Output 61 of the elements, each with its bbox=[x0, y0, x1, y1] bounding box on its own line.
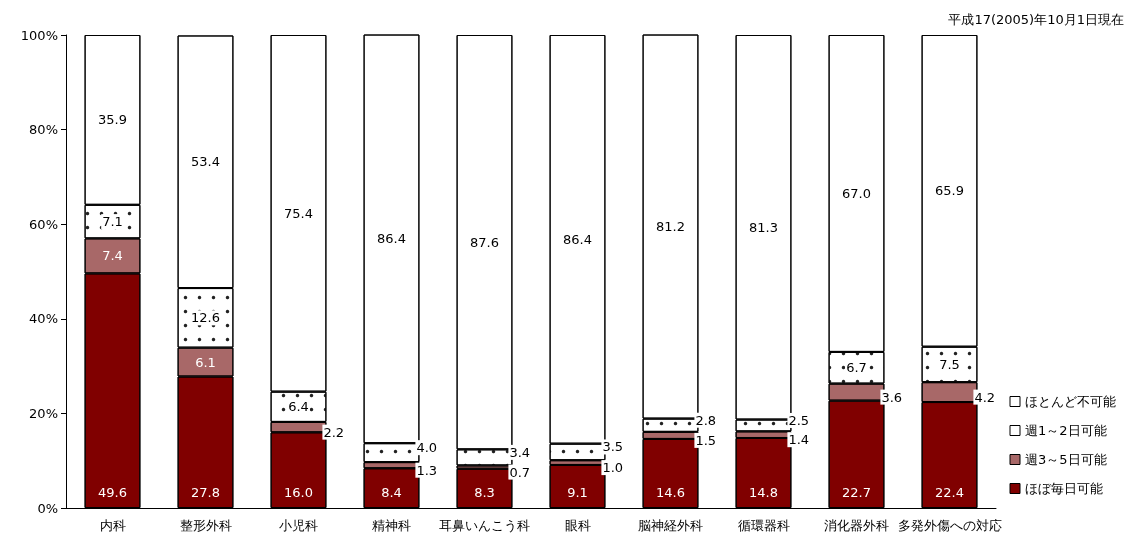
data-label: 22.7 bbox=[842, 485, 871, 500]
x-tick-label: 循環器科 bbox=[737, 517, 790, 533]
x-tick-label: 小児科 bbox=[279, 517, 318, 533]
data-label: 3.6 bbox=[881, 389, 903, 405]
x-tick-label: 脳神経外科 bbox=[638, 517, 703, 533]
data-label: 2.2 bbox=[323, 424, 345, 440]
data-label: 35.9 bbox=[98, 112, 127, 128]
data-label: 75.4 bbox=[284, 205, 313, 221]
legend-label: ほぼ毎日可能 bbox=[1025, 481, 1103, 496]
data-label: 1.4 bbox=[788, 432, 810, 448]
data-label: 6.1 bbox=[195, 354, 216, 370]
data-label: 7.1 bbox=[102, 214, 123, 230]
data-label: 16.0 bbox=[284, 485, 313, 500]
data-label: 53.4 bbox=[191, 154, 220, 170]
data-label: 7.4 bbox=[102, 248, 123, 264]
y-tick-label: 40% bbox=[29, 311, 58, 327]
data-label: 8.3 bbox=[474, 485, 495, 500]
data-label: 3.4 bbox=[509, 444, 531, 460]
data-label: 14.8 bbox=[749, 485, 778, 500]
data-label: 14.6 bbox=[656, 485, 685, 500]
data-label: 6.4 bbox=[288, 399, 309, 415]
y-tick-label: 80% bbox=[29, 122, 58, 138]
x-tick-label: 多発外傷への対応 bbox=[897, 517, 1002, 533]
data-label: 27.8 bbox=[191, 485, 220, 500]
data-label: 86.4 bbox=[377, 231, 406, 247]
x-tick-label: 消化器外科 bbox=[824, 517, 889, 533]
data-label: 7.5 bbox=[939, 356, 960, 372]
data-label: 12.6 bbox=[191, 310, 220, 326]
data-label: 6.7 bbox=[846, 360, 867, 376]
data-label: 22.4 bbox=[935, 485, 964, 500]
data-label: 2.5 bbox=[788, 412, 810, 428]
y-tick-label: 100% bbox=[20, 27, 58, 43]
text: 平成17(2005)年10月1日現在 bbox=[948, 12, 1125, 27]
data-label: 2.8 bbox=[695, 412, 717, 428]
legend-label: ほとんど不可能 bbox=[1025, 394, 1116, 409]
data-label: 9.1 bbox=[567, 485, 588, 500]
data-label: 87.6 bbox=[470, 234, 499, 250]
data-label: 81.3 bbox=[749, 219, 778, 235]
x-tick-label: 整形外科 bbox=[179, 517, 232, 533]
data-label: 86.4 bbox=[563, 231, 592, 247]
y-tick-label: 60% bbox=[29, 216, 58, 232]
data-label: 67.0 bbox=[842, 185, 871, 201]
data-label: 1.5 bbox=[695, 432, 717, 448]
y-tick-label: 20% bbox=[29, 405, 58, 421]
data-label: 49.6 bbox=[98, 485, 127, 500]
data-label: 4.2 bbox=[974, 389, 996, 405]
legend-label: 週3～5日可能 bbox=[1025, 452, 1107, 467]
data-label: 81.2 bbox=[656, 219, 685, 235]
y-tick-label: 0% bbox=[37, 500, 58, 516]
x-tick-label: 精神科 bbox=[372, 517, 411, 533]
data-label: 65.9 bbox=[935, 183, 964, 199]
data-label: 8.4 bbox=[381, 485, 402, 500]
legend-label: 週1～2日可能 bbox=[1025, 423, 1107, 438]
data-label: 1.3 bbox=[416, 462, 438, 478]
x-tick-label: 眼科 bbox=[564, 517, 591, 533]
data-label: 1.0 bbox=[602, 460, 624, 476]
x-tick-label: 内科 bbox=[99, 517, 126, 533]
data-label: 3.5 bbox=[602, 439, 624, 455]
data-label: 0.7 bbox=[509, 464, 531, 480]
data-label: 4.0 bbox=[416, 440, 438, 456]
x-tick-label: 耳鼻いんこう科 bbox=[439, 517, 530, 533]
